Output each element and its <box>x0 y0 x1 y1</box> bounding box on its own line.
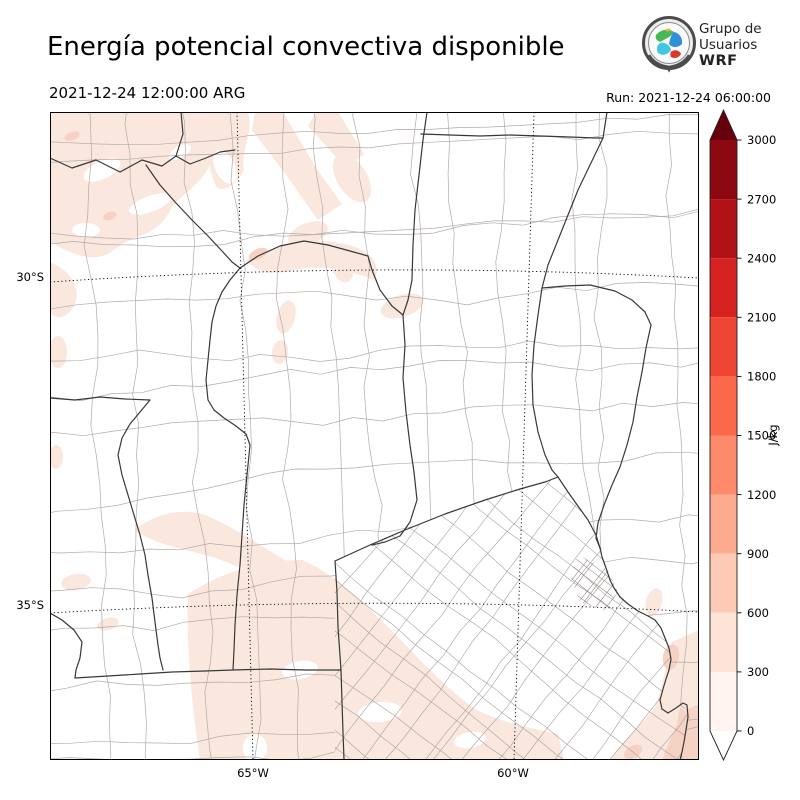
metro-partidos <box>570 555 618 611</box>
map-panel <box>50 112 699 760</box>
colorbar-tick-label: 300 <box>747 665 769 679</box>
colorbar-tick-label: 900 <box>747 547 769 561</box>
logo-text: Grupo de Usuarios WRF <box>699 21 762 69</box>
map-frame <box>50 112 699 760</box>
colorbar-segment <box>710 671 737 731</box>
colorbar-tick-label: 3000 <box>747 133 776 147</box>
colorbar-tick-label: 1500 <box>747 429 776 443</box>
run-time-label: Run: 2021-12-24 06:00:00 <box>606 90 771 105</box>
lon-label-65w: 65°W <box>237 766 269 780</box>
meridian-65w <box>236 112 254 760</box>
page-title: Energía potencial convectiva disponible <box>47 32 565 62</box>
logo-line3: WRF <box>699 53 738 69</box>
colorbar-tick-label: 1200 <box>747 488 776 502</box>
province-boundaries <box>50 112 689 760</box>
meridian-60w <box>513 112 535 760</box>
colorbar-segment <box>710 612 737 672</box>
logo-line1: Grupo de <box>699 21 762 37</box>
graticule <box>50 112 699 760</box>
cape-shading-holes <box>72 144 486 760</box>
parallel-35s <box>50 602 699 614</box>
colorbar-over-arrow <box>710 110 737 140</box>
colorbar-segment <box>710 258 737 318</box>
colorbar-tick-label: 2700 <box>747 192 776 206</box>
lon-label-60w: 60°W <box>497 766 529 780</box>
lat-label-30s: 30°S <box>16 270 44 284</box>
colorbar-unit-label: J/kg <box>766 424 780 446</box>
wrf-logo-icon <box>642 16 696 73</box>
colorbar-segment <box>710 199 737 259</box>
colorbar-tick-label: 0 <box>747 724 754 738</box>
colorbar-tick-label: 2400 <box>747 251 776 265</box>
colorbar-segment <box>710 317 737 377</box>
colorbar-tick-label: 2100 <box>747 311 776 325</box>
colorbar-segment <box>710 553 737 613</box>
lat-label-35s: 35°S <box>16 598 44 612</box>
logo-line2: Usuarios <box>699 37 758 53</box>
colorbar-segment <box>710 140 737 200</box>
colorbar-tick-label: 600 <box>747 606 769 620</box>
colorbar-segment <box>710 494 737 554</box>
department-boundaries <box>50 112 699 760</box>
colorbar-under-arrow <box>710 731 737 760</box>
parallel-30s <box>50 269 699 283</box>
colorbar-segment <box>710 435 737 495</box>
colorbar-tick-label: 1800 <box>747 370 776 384</box>
colorbar: 30002700240021001800150012009006003000J/… <box>709 108 780 762</box>
colorbar-segment <box>710 376 737 436</box>
valid-time-label: 2021-12-24 12:00:00 ARG <box>49 84 246 102</box>
